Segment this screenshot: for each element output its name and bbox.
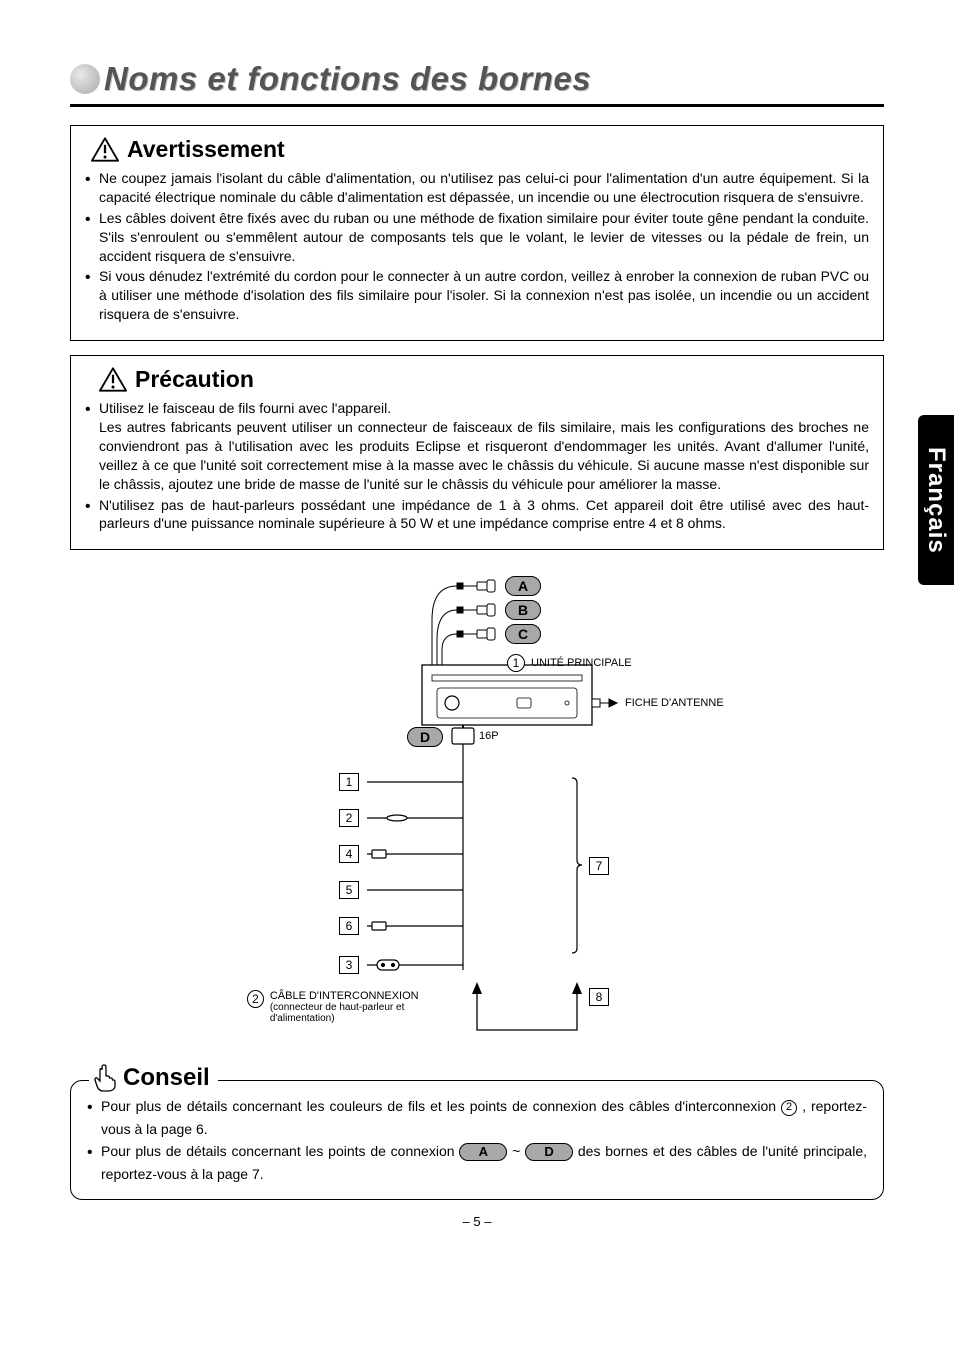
tip-text: Pour plus de détails concernant les coul… — [101, 1098, 781, 1114]
title-bullet — [70, 64, 100, 94]
hand-point-icon — [91, 1064, 117, 1092]
diagram-oval-b: B — [505, 600, 541, 620]
warning-triangle-icon — [91, 137, 119, 162]
tip-ref-circle: 2 — [781, 1100, 797, 1116]
diagram-sq-8: 8 — [589, 988, 609, 1006]
diagram-sq-4: 4 — [339, 845, 359, 863]
caution-box: Précaution Utilisez le faisceau de fils … — [70, 355, 884, 550]
caution-heading-row: Précaution — [99, 366, 869, 393]
diagram-sq-5: 5 — [339, 881, 359, 899]
warning-item: Les câbles doivent être fixés avec du ru… — [85, 209, 869, 266]
unit-label-row: 1 UNITÉ PRINCIPALE — [507, 654, 632, 672]
page-number-row: – 5 – — [70, 1214, 884, 1229]
title-underline — [70, 104, 884, 107]
tip-item: Pour plus de détails concernant les coul… — [87, 1095, 867, 1140]
tip-text: Pour plus de détails concernant les poin… — [101, 1143, 459, 1159]
diagram-circle-2: 2 — [247, 990, 264, 1008]
wiring-diagram: A B C D 1 UNITÉ PRINCIPALE FICHE D'ANTEN… — [177, 570, 777, 1060]
cable-sub: (connecteur de haut-parleur et d'aliment… — [270, 1002, 457, 1024]
title-row: Noms et fonctions des bornes — [70, 60, 884, 98]
warning-item: Si vous dénudez l'extrémité du cordon po… — [85, 267, 869, 324]
caution-lead: Utilisez le faisceau de fils fourni avec… — [99, 400, 391, 416]
diagram-svg — [177, 570, 777, 1060]
tip-heading-row: Conseil — [89, 1064, 218, 1092]
tip-item: Pour plus de détails concernant les poin… — [87, 1140, 867, 1185]
diagram-oval-c: C — [505, 624, 541, 644]
caution-triangle-icon — [99, 367, 127, 392]
language-tab-label: Français — [922, 447, 950, 554]
warning-box: Avertissement Ne coupez jamais l'isolant… — [70, 125, 884, 341]
language-tab: Français — [918, 415, 954, 585]
caution-item: Utilisez le faisceau de fils fourni avec… — [85, 399, 869, 493]
diagram-circle-1: 1 — [507, 654, 525, 672]
warning-heading: Avertissement — [127, 136, 285, 163]
diagram-sq-1: 1 — [339, 773, 359, 791]
page-title: Noms et fonctions des bornes — [104, 60, 591, 98]
caution-list: Utilisez le faisceau de fils fourni avec… — [85, 399, 869, 533]
warning-item: Ne coupez jamais l'isolant du câble d'al… — [85, 169, 869, 207]
diagram-sq-7: 7 — [589, 857, 609, 875]
diagram-sq-6: 6 — [339, 917, 359, 935]
tip-ref-oval-a: A — [459, 1143, 507, 1161]
page-number: 5 — [473, 1214, 480, 1229]
antenna-label: FICHE D'ANTENNE — [625, 697, 724, 709]
diagram-oval-a: A — [505, 576, 541, 596]
cable-label-row: 2 CÂBLE D'INTERCONNEXION (connecteur de … — [247, 990, 457, 1024]
warning-heading-row: Avertissement — [91, 136, 869, 163]
tip-heading: Conseil — [123, 1064, 210, 1092]
diagram-oval-d: D — [407, 727, 443, 747]
unit-label: UNITÉ PRINCIPALE — [531, 657, 632, 669]
diagram-sq-3: 3 — [339, 956, 359, 974]
cable-title: CÂBLE D'INTERCONNEXION — [270, 990, 457, 1002]
warning-list: Ne coupez jamais l'isolant du câble d'al… — [85, 169, 869, 324]
tip-text: ~ — [512, 1143, 525, 1159]
caution-heading: Précaution — [135, 366, 254, 393]
connector-pins-label: 16P — [479, 730, 499, 742]
tip-ref-oval-d: D — [525, 1143, 573, 1161]
caution-lead-follow: Les autres fabricants peuvent utiliser u… — [99, 418, 869, 494]
tip-box: Conseil Pour plus de détails concernant … — [70, 1080, 884, 1200]
caution-item: N'utilisez pas de haut-parleurs possédan… — [85, 496, 869, 534]
diagram-sq-2: 2 — [339, 809, 359, 827]
tip-list: Pour plus de détails concernant les coul… — [87, 1095, 867, 1185]
